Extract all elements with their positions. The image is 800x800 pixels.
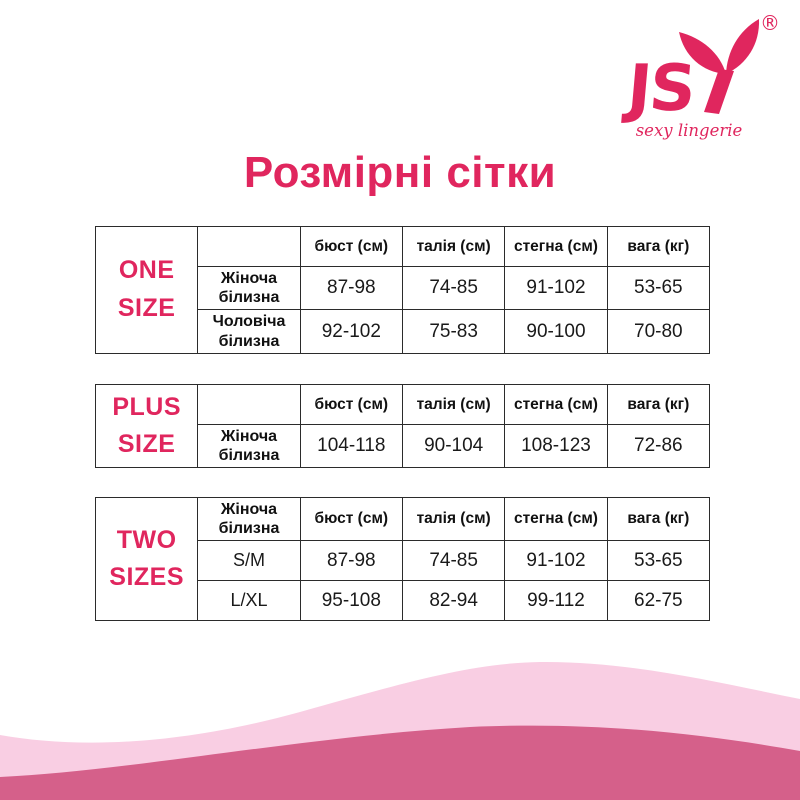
column-header-weight: вага (кг) xyxy=(606,496,711,542)
row-label-lxl: L/XL xyxy=(197,580,301,622)
bunny-ears-leaves-icon xyxy=(679,19,760,74)
value-cell: 92-102 xyxy=(299,309,403,354)
corner-cell xyxy=(197,226,301,267)
value-cell: 87-98 xyxy=(299,265,403,311)
column-header-bust: бюст (см) xyxy=(299,384,403,425)
value-cell: 74-85 xyxy=(401,265,506,311)
column-header-weight: вага (кг) xyxy=(606,384,711,425)
row-label: Жіноча білизна xyxy=(197,265,301,311)
group-label-one-size: ONE SIZE xyxy=(94,226,199,354)
value-cell: 108-123 xyxy=(504,423,608,469)
row-label: Чоловіча білизна xyxy=(197,309,301,354)
value-cell: 87-98 xyxy=(299,540,403,582)
value-cell: 90-104 xyxy=(401,423,506,469)
one-size-table: ONE SIZE бюст (см) талія (см) стегна (см… xyxy=(94,226,711,354)
two-sizes-table: TWO SIZES Жіноча білизна бюст (см) талія… xyxy=(94,496,711,622)
column-header-weight: вага (кг) xyxy=(606,226,711,267)
group-label-plus-size: PLUS SIZE xyxy=(94,383,199,469)
logo-letters: JS xyxy=(621,51,697,126)
corner-cell xyxy=(197,384,301,425)
value-cell: 72-86 xyxy=(606,423,711,469)
group-label-two-sizes: TWO SIZES xyxy=(94,496,199,622)
brand-logo: JS ® sexy lingerie xyxy=(621,11,780,140)
value-cell: 104-118 xyxy=(299,423,403,469)
table-row: Чоловіча білизна 92-102 75-83 90-100 70-… xyxy=(96,309,711,354)
value-cell: 53-65 xyxy=(606,265,711,311)
table-row: S/M 87-98 74-85 91-102 53-65 xyxy=(96,540,711,582)
column-header-waist: талія (см) xyxy=(401,226,506,267)
wave-dark xyxy=(0,725,800,800)
corner-cell-women-underwear: Жіноча білизна xyxy=(197,496,301,542)
column-header-waist: талія (см) xyxy=(401,496,506,542)
column-header-bust: бюст (см) xyxy=(299,226,403,267)
column-header-waist: талія (см) xyxy=(401,384,506,425)
value-cell: 70-80 xyxy=(606,309,711,354)
column-header-hips: стегна (см) xyxy=(504,226,608,267)
value-cell: 90-100 xyxy=(504,309,608,354)
value-cell: 75-83 xyxy=(401,309,506,354)
column-header-hips: стегна (см) xyxy=(504,384,608,425)
table-row: L/XL 95-108 82-94 99-112 62-75 xyxy=(96,580,711,622)
row-label-sm: S/M xyxy=(197,540,301,582)
plus-size-table: PLUS SIZE бюст (см) талія (см) стегна (с… xyxy=(94,383,711,469)
registered-trademark-icon: ® xyxy=(760,11,780,35)
brand-tagline: sexy lingerie xyxy=(636,121,743,140)
value-cell: 53-65 xyxy=(606,540,711,582)
value-cell: 74-85 xyxy=(401,540,506,582)
column-header-bust: бюст (см) xyxy=(299,496,403,542)
wave-decoration xyxy=(0,661,800,800)
table-row: Жіноча білизна 104-118 90-104 108-123 72… xyxy=(96,423,711,469)
value-cell: 82-94 xyxy=(401,580,506,622)
value-cell: 91-102 xyxy=(504,265,608,311)
column-header-hips: стегна (см) xyxy=(504,496,608,542)
table-row: Жіноча білизна 87-98 74-85 91-102 53-65 xyxy=(96,265,711,311)
value-cell: 62-75 xyxy=(606,580,711,622)
value-cell: 91-102 xyxy=(504,540,608,582)
row-label: Жіноча білизна xyxy=(197,423,301,469)
page-title: Розмірні сітки xyxy=(243,148,557,197)
logo-y-stem xyxy=(704,69,734,114)
